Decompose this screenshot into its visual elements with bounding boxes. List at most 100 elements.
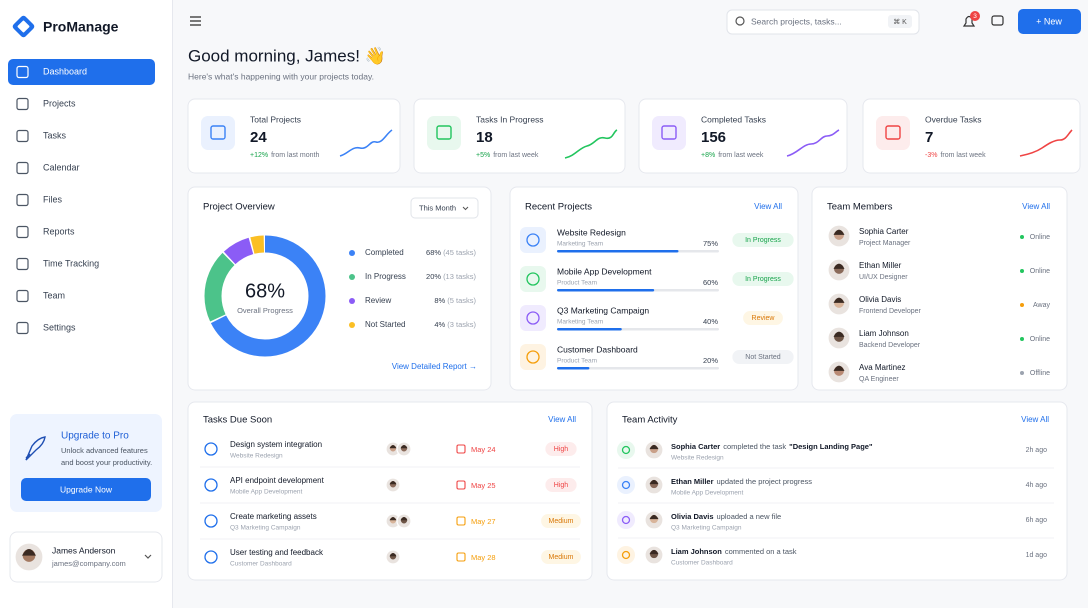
avatar-hair — [400, 444, 408, 449]
link[interactable]: View All — [754, 202, 782, 211]
task-name: API endpoint development — [230, 476, 325, 485]
task-priority: Medium — [549, 518, 574, 525]
chevron — [462, 206, 469, 211]
legend-name: Review — [365, 296, 391, 305]
activity-action: uploaded a new file — [717, 512, 782, 521]
logo — [12, 15, 35, 38]
activity-time: 4h ago — [1026, 482, 1048, 489]
stat-change-period: from last month — [271, 152, 319, 159]
nav-item[interactable]: Files — [43, 194, 63, 204]
project-status-bg — [732, 272, 794, 286]
calendar-icon — [456, 552, 466, 562]
project-icon-bg — [520, 266, 546, 292]
nav-icon — [16, 65, 29, 79]
upgrade-text: and boost your productivity. — [61, 458, 152, 467]
nav-icon — [16, 193, 29, 207]
new-button-label[interactable]: + New — [1036, 16, 1062, 26]
link[interactable]: View All — [1021, 415, 1049, 424]
nav-item[interactable]: Projects — [43, 98, 76, 108]
activity-icon-bg — [617, 511, 635, 529]
search-shortcut: ⌘ K — [893, 18, 907, 26]
member-role: QA Engineer — [859, 376, 899, 383]
sparkline — [1019, 129, 1073, 157]
card — [638, 98, 848, 174]
progress-bar — [557, 367, 590, 370]
nav-item[interactable]: Time Tracking — [43, 258, 99, 268]
activity-action: commented on a task — [725, 547, 797, 556]
task-project: Customer Dashboard — [230, 561, 292, 568]
project-status: Review — [752, 315, 776, 322]
link[interactable]: View Detailed Report → — [392, 362, 477, 371]
nav-item[interactable]: Reports — [43, 226, 75, 236]
link[interactable]: View All — [1022, 202, 1050, 211]
nav-active — [8, 59, 155, 85]
task-checkbox[interactable] — [204, 550, 218, 564]
upgrade-button-label[interactable]: Upgrade Now — [60, 484, 113, 494]
project-status: In Progress — [745, 276, 781, 283]
avatar-hair — [22, 548, 36, 556]
activity-target: "Design Landing Page" — [789, 442, 873, 451]
legend-value: 4% (3 tasks) — [434, 320, 476, 329]
nav-item[interactable]: Dashboard — [43, 66, 87, 76]
stat-change: +5% from last week — [476, 152, 539, 159]
new-button[interactable] — [1018, 9, 1081, 34]
nav-icon — [16, 289, 29, 303]
avatar-hair — [833, 331, 845, 337]
nav-item[interactable]: Settings — [43, 322, 76, 332]
stat-title: Tasks In Progress — [476, 114, 544, 124]
activity-time: 2h ago — [1026, 447, 1048, 454]
task-checkbox[interactable] — [204, 478, 218, 492]
search-box[interactable] — [726, 9, 920, 35]
task-date: May 28 — [471, 553, 496, 562]
stat-value: 7 — [925, 129, 933, 146]
task-checkbox[interactable] — [204, 514, 218, 528]
project-name: Mobile App Development — [557, 266, 652, 276]
chat-icon[interactable] — [991, 15, 1004, 26]
stat-change: +8% from last week — [701, 152, 764, 159]
user-card[interactable] — [9, 531, 163, 583]
avatar-hair — [649, 479, 659, 485]
project-icon — [526, 233, 540, 247]
search-placeholder: Search projects, tasks... — [751, 16, 842, 26]
chevron — [144, 554, 152, 559]
task-checkbox[interactable] — [204, 442, 218, 456]
upgrade-button[interactable] — [21, 478, 151, 501]
project-name: Website Redesign — [557, 227, 626, 237]
link[interactable]: View All — [548, 415, 576, 424]
calendar-icon — [456, 516, 466, 526]
task-project: Q3 Marketing Campaign — [230, 525, 301, 532]
member-name: Ava Martinez — [859, 363, 906, 372]
task-project: Website Redesign — [230, 453, 283, 460]
bell-icon[interactable] — [962, 15, 976, 27]
avatar-hair — [833, 263, 845, 269]
calendar-icon — [456, 480, 466, 490]
activity-text: Ethan Miller updated the project progress — [671, 477, 812, 486]
sidebar — [0, 0, 172, 608]
project-team: Marketing Team — [557, 241, 603, 248]
activity-actor: Liam Johnson — [671, 547, 722, 556]
filter-label[interactable]: This Month — [419, 203, 456, 212]
status-dot — [1020, 269, 1024, 273]
status-dot — [1020, 235, 1024, 239]
hamburger[interactable] — [190, 16, 201, 26]
project-icon — [526, 311, 540, 325]
activity-text: Liam Johnson commented on a task — [671, 547, 797, 556]
progress-bar — [557, 250, 679, 253]
nav-item[interactable]: Team — [43, 290, 65, 300]
stat-title: Overdue Tasks — [925, 114, 982, 124]
nav-item[interactable]: Calendar — [43, 162, 80, 172]
progress-bar — [557, 289, 655, 292]
project-status-bg — [743, 311, 783, 325]
activity-context: Mobile App Development — [671, 490, 743, 497]
legend-dot — [349, 298, 355, 304]
progress-bar — [557, 328, 622, 331]
card-title: Team Members — [827, 202, 893, 213]
rocket-icon — [25, 436, 46, 461]
activity-icon — [621, 550, 631, 560]
activity-time: 6h ago — [1026, 517, 1048, 524]
card-title: Project Overview — [203, 202, 275, 213]
filter-dropdown[interactable] — [410, 197, 479, 219]
avatar-hair — [389, 516, 397, 521]
nav-item[interactable]: Tasks — [43, 130, 67, 140]
progress-label: 20% — [703, 356, 718, 365]
